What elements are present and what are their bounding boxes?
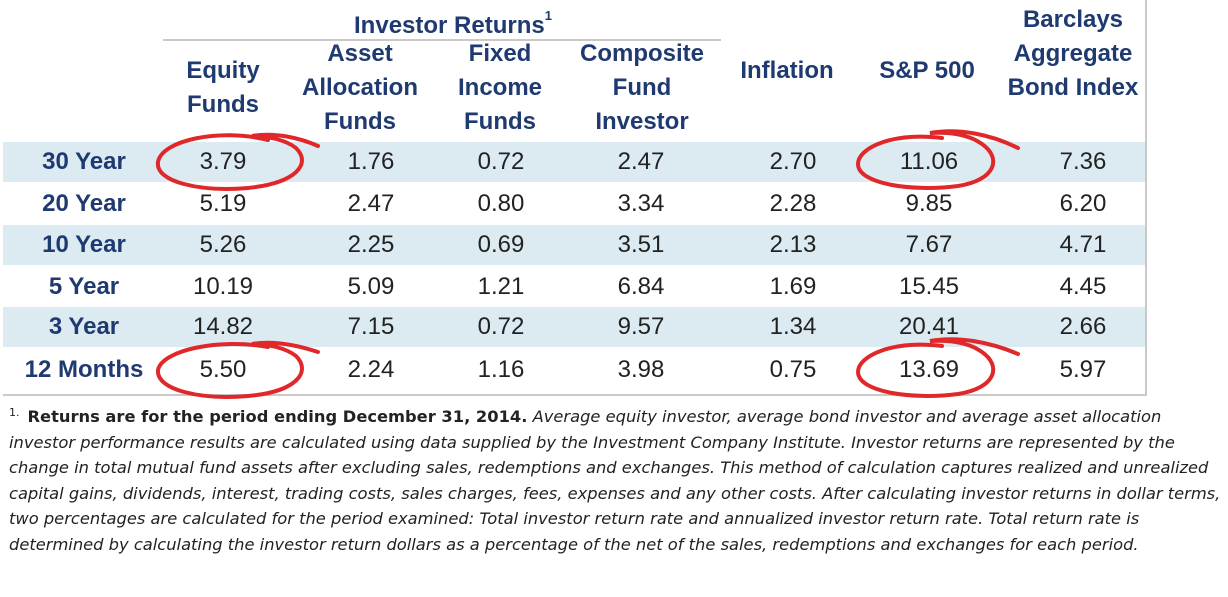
table-cell: 3.34 [617,190,665,217]
table-cell: 0.80 [477,190,525,217]
column-header-composite-fund-investor: Composite Fund Investor [579,40,704,135]
table-cell: 4.71 [1059,231,1107,258]
table-cell: 9.57 [617,313,665,340]
row-label: 5 Year [48,273,120,300]
row-label: 10 Year [42,231,126,258]
table-cell: 6.20 [1059,190,1107,217]
table-cell: 0.69 [477,231,525,258]
footnote-text: Average equity investor, average bond in… [9,407,1221,554]
table-cell: 2.70 [769,148,817,175]
table-cell: 20.41 [898,313,960,340]
table-cell: 15.45 [898,273,960,300]
table-cell: 2.47 [617,148,665,175]
row-label: 30 Year [42,148,126,175]
group-header-footnote-marker: 1 [544,8,552,23]
column-header-inflation: Inflation [740,57,834,84]
table-cell: 0.75 [769,356,817,383]
table-cell: 7.67 [905,231,953,258]
table-cell: 0.72 [477,313,525,340]
group-header: Investor Returns1 [303,3,603,43]
table-cell: 9.85 [905,190,953,217]
row-label: 3 Year [48,313,120,340]
table-cell: 7.36 [1059,148,1107,175]
table-cell: 1.76 [347,148,395,175]
table-cell: 5.50 [199,356,247,383]
table-cell: 2.47 [347,190,395,217]
table-cell: 6.84 [617,273,665,300]
row-label: 12 Months [24,356,144,383]
table-cell: 3.79 [199,148,247,175]
table-cell: 1.21 [477,273,525,300]
table-cell: 3.51 [617,231,665,258]
column-header-asset-allocation-funds: Asset Allocation Funds [301,40,418,135]
table-cell: 4.45 [1059,273,1107,300]
table-cell: 2.28 [769,190,817,217]
table-cell: 10.19 [192,273,254,300]
column-header-equity-funds: Equity Funds [186,57,260,118]
table-row-shade [3,225,1145,265]
footnote-lead: Returns are for the period ending Decemb… [27,407,528,426]
table-cell: 1.16 [477,356,525,383]
table-cell: 11.06 [899,148,959,175]
group-header-text: Investor Returns [354,12,545,39]
table-cell: 5.97 [1059,356,1107,383]
table-cell: 3.98 [617,356,665,383]
footnote-marker: 1. [9,405,20,419]
returns-table: Investor Returns1 Equity Funds Asset All… [3,0,1147,396]
column-header-barclays-aggregate-bond-index: Barclays Aggregate Bond Index [1007,6,1139,101]
table-cell: 1.69 [769,273,817,300]
table-cell: 13.69 [898,356,960,383]
table-cell: 2.25 [347,231,395,258]
column-header-sp-500: S&P 500 [879,57,975,84]
table-cell: 7.15 [347,313,395,340]
table-cell: 2.24 [347,356,395,383]
table-cell: 5.26 [199,231,247,258]
table-cell: 1.34 [769,313,817,340]
column-header-fixed-income-funds: Fixed Income Funds [457,40,543,135]
table-cell: 2.13 [769,231,817,258]
table-cell: 0.72 [477,148,525,175]
footnote: 1. Returns are for the period ending Dece… [9,404,1224,557]
table-cell: 2.66 [1059,313,1107,340]
table-cell: 5.09 [347,273,395,300]
group-header-underline [163,39,721,41]
row-label: 20 Year [42,190,126,217]
table-cell: 14.82 [192,313,254,340]
table-cell: 5.19 [199,190,247,217]
